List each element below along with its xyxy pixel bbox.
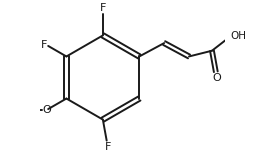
Text: F: F: [100, 3, 106, 13]
Text: O: O: [212, 73, 221, 83]
Text: F: F: [41, 40, 47, 50]
Text: F: F: [104, 142, 111, 152]
Text: OH: OH: [230, 31, 246, 41]
Text: O: O: [43, 105, 52, 115]
